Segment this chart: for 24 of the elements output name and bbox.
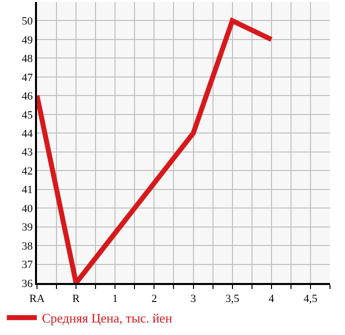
y-tick-label: 48 [22, 53, 34, 66]
y-tick-label: 37 [22, 259, 34, 272]
y-tick-label: 49 [22, 34, 34, 46]
y-tick-label: 44 [22, 128, 34, 140]
x-tick-label: 3 [190, 293, 197, 306]
x-tick-label: 1 [112, 293, 118, 306]
y-tick-label: 45 [22, 109, 34, 122]
y-tick-label: 50 [22, 16, 34, 28]
y-tick-label: 47 [22, 72, 34, 84]
x-tick-label: 4 [268, 293, 275, 306]
y-tick-label: 38 [22, 240, 34, 252]
y-tick-label: 39 [22, 222, 34, 234]
y-tick-label: 42 [22, 165, 33, 178]
x-tick-label: 2 [151, 293, 157, 306]
y-tick-label: 43 [22, 146, 34, 159]
x-tick-label: 3,5 [225, 293, 240, 306]
x-tick-label: R [72, 293, 80, 306]
y-tick-label: 46 [22, 90, 34, 103]
y-tick-label: 41 [22, 184, 33, 196]
y-tick-label: 36 [22, 278, 34, 290]
legend-label: Средняя Цена, тыс. йен [42, 310, 172, 326]
x-tick-label: RA [29, 293, 45, 306]
y-tick-label: 40 [22, 202, 34, 215]
x-tick-label: 4,5 [304, 293, 318, 306]
